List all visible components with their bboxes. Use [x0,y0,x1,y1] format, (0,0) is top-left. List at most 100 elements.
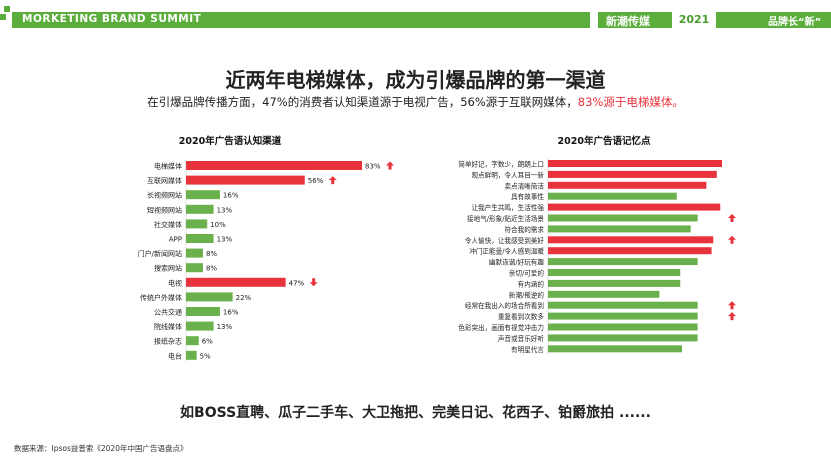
trend-up-icon [386,161,394,170]
trend-up-icon [728,312,736,321]
value-label: 56% [308,177,324,185]
category-label: 门户/新闻网站 [138,249,182,258]
bar [548,160,722,167]
category-label: 有内涵的 [518,279,545,288]
subtitle-text: 在引爆品牌传播方面，47%的消费者认知渠道源于电视广告，56%源于互联网媒体， [147,95,578,109]
page-subtitle: 在引爆品牌传播方面，47%的消费者认知渠道源于电视广告，56%源于互联网媒体，8… [0,94,831,110]
bar [548,323,698,331]
memory-point-chart: 2020年广告语记忆点简单好记，字数少，朗朗上口观点鲜明，令人耳目一新卖点清晰简… [458,135,736,355]
value-label: 47% [289,279,305,287]
value-label: 8% [206,250,217,258]
category-label: 观点鲜明，令人耳目一新 [471,170,544,179]
value-label: 13% [217,236,233,244]
category-label: 简单好记，字数少，朗朗上口 [458,160,544,169]
category-label: 幽默诙谐/好玩有趣 [489,258,544,267]
bar [548,334,698,342]
category-label: 传统户外媒体 [140,293,182,302]
trend-up-icon [728,301,736,310]
category-label: 电视 [168,278,182,287]
value-label: 22% [236,294,252,302]
category-label: 经常在我出入的场合所看到 [465,301,544,310]
bar [186,234,214,243]
category-label: 具有故事性 [511,192,544,201]
category-label: 新潮/叛逆的 [509,290,545,299]
chart-title: 2020年广告语记忆点 [558,135,651,147]
category-label: 符合我的需求 [504,225,544,234]
category-label: 搜索网站 [154,264,182,273]
bar [548,345,682,353]
header-banner: MORKETING BRAND SUMMIT 新潮传媒 2021 品牌长“新” [0,6,831,28]
value-label: 83% [365,163,381,171]
header-bar-left [12,12,590,28]
bar [186,161,362,170]
value-label: 5% [200,352,211,360]
bar [186,219,208,229]
page-title: 近两年电梯媒体，成为引爆品牌的第一渠道 [225,68,606,92]
trend-up-icon [328,176,337,185]
trend-down-icon [309,278,318,287]
category-label: 社交媒体 [154,220,182,229]
trend-up-icon [728,235,736,244]
slogan: 品牌长“新” [768,17,822,28]
bar [548,214,698,222]
corner-square [4,6,10,12]
value-label: 6% [202,338,213,346]
bar [548,225,691,233]
value-label: 13% [217,206,233,214]
bar [186,190,220,200]
bar [186,307,220,316]
bar [186,204,214,214]
category-label: 令人愉快，让我感受到美好 [465,236,545,245]
category-label: 互联网媒体 [147,176,182,185]
bar [548,301,698,309]
brand-logo: 新潮传媒 [606,15,650,28]
data-source: 数据来源：Ipsos益普索《2020年中国广告语盘点》 [14,444,188,453]
category-label: 色彩突出，画面有视觉冲击力 [458,323,544,332]
category-label: 让我产生共鸣，生活性强 [471,203,544,212]
category-label: 亲切/可爱的 [509,269,545,278]
category-label: 接地气/形象/贴近生活场景 [467,214,544,223]
bar [548,236,714,244]
bar [548,279,681,287]
bar [186,336,199,346]
bar [548,258,698,266]
summit-name: MORKETING BRAND SUMMIT [22,13,202,25]
bar [548,192,677,200]
chart-title: 2020年广告语认知渠道 [179,135,282,147]
corner-square [0,14,6,20]
bar [186,248,203,258]
bar [186,350,197,360]
year-badge: 2021 [672,12,716,28]
category-label: 重复看到次数多 [498,312,545,321]
category-label: 电台 [168,351,182,360]
value-label: 8% [206,265,217,273]
bar [548,290,660,298]
value-label: 13% [217,323,233,331]
category-label: 报纸杂志 [154,337,182,346]
category-label: 长视频网站 [147,191,182,200]
trend-up-icon [728,214,736,222]
bar [548,170,717,178]
bar [186,263,203,273]
category-label: 短视频网站 [147,205,182,214]
bar [186,277,286,287]
brand-examples: 如BOSS直聘、瓜子二手车、大卫拖把、完美日记、花西子、铂爵旅拍 ...... [180,405,651,421]
category-label: 卖点清晰简洁 [504,181,544,190]
bar [548,269,681,276]
bar [548,247,712,255]
bar [186,292,233,302]
category-label: 电梯媒体 [154,162,182,171]
subtitle-highlight: 83%源于电梯媒体。 [577,95,684,109]
category-label: 公共交通 [154,308,182,317]
value-label: 10% [210,221,226,229]
bar [186,321,214,331]
bar [548,203,721,211]
bar [186,175,305,185]
value-label: 16% [223,309,239,317]
category-label: APP [169,236,182,244]
category-label: 院线媒体 [154,322,182,331]
category-label: 声音或音乐好听 [498,334,545,343]
category-label: 冲门正能量/令人感到温暖 [469,247,544,256]
category-label: 有明星代言 [511,345,544,354]
